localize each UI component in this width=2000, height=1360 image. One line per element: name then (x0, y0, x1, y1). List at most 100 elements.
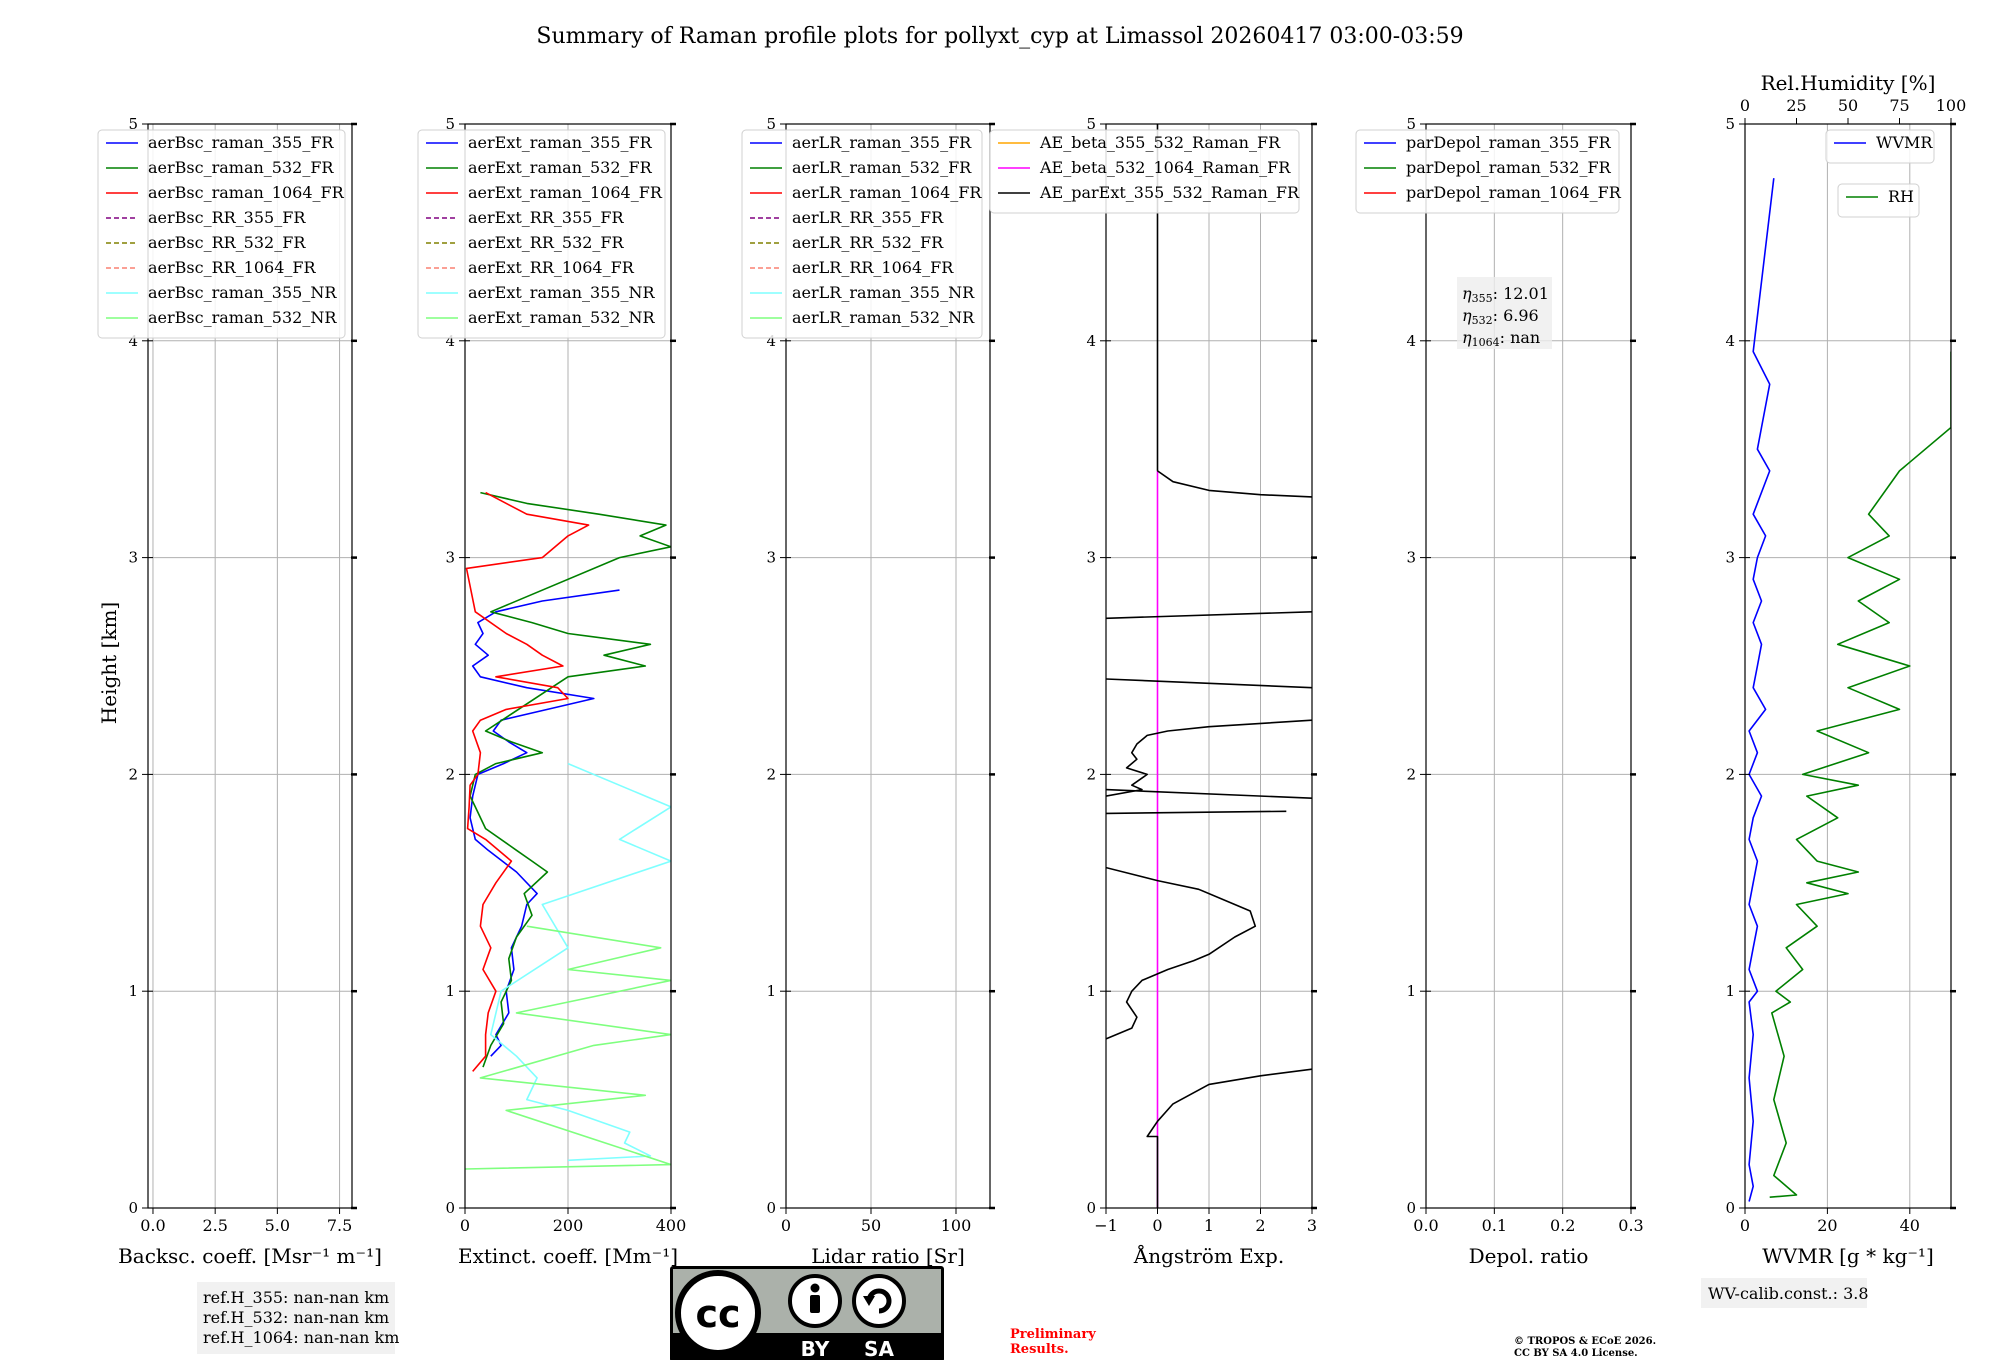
series-line-AE_parExt_355_532_Raman_FR (1106, 788, 1312, 799)
x-tick-label: 400 (656, 1216, 687, 1235)
eta-value: : nan (1500, 328, 1541, 347)
y-tick-label: 2 (766, 765, 776, 783)
y-tick-label: 2 (1725, 765, 1735, 783)
x-axis-label: Extinct. coeff. [Mm⁻¹] (458, 1244, 678, 1268)
legend-label: parDepol_raman_1064_FR (1406, 183, 1622, 202)
top-axis-label: Rel.Humidity [%] (1761, 71, 1936, 95)
y-tick-label: 0 (1086, 1199, 1096, 1217)
y-tick-label: 0 (1406, 1199, 1416, 1217)
legend-label: aerExt_RR_355_FR (468, 208, 625, 227)
x-tick-label: 0 (460, 1216, 470, 1235)
legend-label: aerLR_raman_532_FR (792, 158, 972, 177)
legend-label: aerExt_raman_532_FR (468, 158, 653, 177)
y-tick-label: 0 (766, 1199, 776, 1217)
legend-label: aerExt_raman_1064_FR (468, 183, 663, 202)
x-axis-label: Depol. ratio (1469, 1244, 1589, 1268)
legend-label: RH (1888, 187, 1914, 206)
x-tick-label: 0.0 (140, 1216, 165, 1235)
top-x-tick-label: 50 (1838, 96, 1858, 115)
series-line-AE_parExt_355_532_Raman_FR (1106, 611, 1312, 620)
y-tick-label: 2 (128, 765, 138, 783)
by-icon-head (810, 1283, 820, 1293)
y-tick-label: 1 (1725, 982, 1735, 1000)
y-tick-label: 3 (1086, 549, 1096, 567)
figure-title: Summary of Raman profile plots for polly… (536, 24, 1463, 49)
y-tick-label: 0 (445, 1199, 455, 1217)
legend-label: AE_parExt_355_532_Raman_FR (1039, 183, 1300, 202)
y-tick-label: 3 (1406, 549, 1416, 567)
legend-box (989, 129, 1300, 214)
series-line-AE_parExt_355_532_Raman_FR (1157, 470, 1312, 498)
legend-depol: parDepol_raman_355_FR parDepol_raman_532_… (1355, 129, 1622, 214)
series-line-AE_parExt_355_532_Raman_FR (1146, 1068, 1312, 1208)
legend-label: aerBsc_raman_532_NR (148, 308, 337, 327)
series-line-WVMR (1748, 178, 1775, 1202)
y-tick-label: 2 (1406, 765, 1416, 783)
eta-symbol: η (1462, 306, 1472, 325)
refh-box (197, 1282, 395, 1354)
sa-icon-arc (866, 1288, 892, 1314)
x-tick-label: 0.0 (1413, 1216, 1438, 1235)
x-tick-label: 2.5 (202, 1216, 227, 1235)
series-line-AE_parExt_355_532_Raman_FR (1106, 810, 1287, 815)
eta-symbol: η (1462, 284, 1472, 303)
legend2-wv: RH (1837, 183, 1920, 218)
legend-ext: aerExt_raman_355_FR aerExt_raman_532_FRae… (417, 129, 666, 339)
legend-box (417, 129, 666, 339)
legend-box (741, 129, 983, 339)
preliminary-text: Preliminary (1010, 1327, 1096, 1342)
y-tick-label: 4 (445, 332, 455, 350)
x-tick-label: 0.1 (1482, 1216, 1507, 1235)
x-tick-label: 0.3 (1618, 1216, 1643, 1235)
y-tick-label: 4 (1725, 332, 1735, 350)
legend-box (97, 129, 346, 339)
legend-lr: aerLR_raman_355_FR aerLR_raman_532_FR aerL… (741, 129, 983, 339)
calib-box (1701, 1278, 1867, 1308)
x-tick-label: 0 (1740, 1216, 1750, 1235)
legend-label: aerExt_raman_355_FR (468, 133, 653, 152)
eta-box-bg (1457, 277, 1552, 349)
legend-label: aerExt_RR_532_FR (468, 233, 625, 252)
copyright-text: CC BY SA 4.0 License. (1514, 1348, 1638, 1359)
legend-label: aerBsc_RR_1064_FR (148, 258, 317, 277)
y-tick-label: 1 (445, 982, 455, 1000)
y-tick-label: 5 (766, 115, 776, 133)
legend-label: aerBsc_RR_532_FR (148, 233, 306, 252)
series-line-AE_parExt_355_532_Raman_FR (1106, 719, 1312, 797)
calib-text: WV-calib.const.: 3.8 (1708, 1284, 1869, 1303)
series-group (465, 491, 671, 1170)
eta-subscript: 532 (1472, 314, 1493, 327)
panel-depol: 0 1 2 3 4 5 0.0 0.1 0.2 0.3 Depol. ratio parDepol_r… (1355, 115, 1644, 1268)
top-x-tick-label: 75 (1889, 96, 1909, 115)
x-axis-label: WVMR [g * kg⁻¹] (1762, 1244, 1934, 1268)
refh-line: ref.H_355: nan-nan km (203, 1288, 389, 1307)
y-tick-label: 3 (766, 549, 776, 567)
legend-label: aerBsc_RR_355_FR (148, 208, 306, 227)
series-group (1106, 124, 1312, 1208)
x-tick-label: 5.0 (265, 1216, 290, 1235)
cc-icon (675, 1270, 761, 1356)
x-tick-label: 3 (1307, 1216, 1317, 1235)
top-x-tick-label: 0 (1740, 96, 1750, 115)
sa-label: SA (864, 1337, 894, 1360)
legend-label: aerExt_raman_532_NR (468, 308, 656, 327)
legend-label: aerExt_raman_355_NR (468, 283, 656, 302)
legend-label: aerBsc_raman_355_FR (148, 133, 334, 152)
eta-symbol: η (1462, 328, 1472, 347)
x-tick-label: 7.5 (327, 1216, 352, 1235)
y-tick-label: 5 (445, 115, 455, 133)
x-tick-label: −1 (1094, 1216, 1118, 1235)
series-group (1748, 178, 1951, 1202)
x-axis-label: Ångström Exp. (1133, 1243, 1284, 1268)
y-axis-label: Height [km] (97, 602, 121, 724)
cc-icon-text: cc (695, 1292, 740, 1336)
legend-label: aerLR_raman_1064_FR (792, 183, 982, 202)
legend-box (1355, 129, 1620, 214)
y-tick-label: 3 (1725, 549, 1735, 567)
sa-icon (852, 1274, 906, 1328)
legend-label: aerBsc_raman_355_NR (148, 283, 337, 302)
top-x-tick-label: 25 (1786, 96, 1806, 115)
